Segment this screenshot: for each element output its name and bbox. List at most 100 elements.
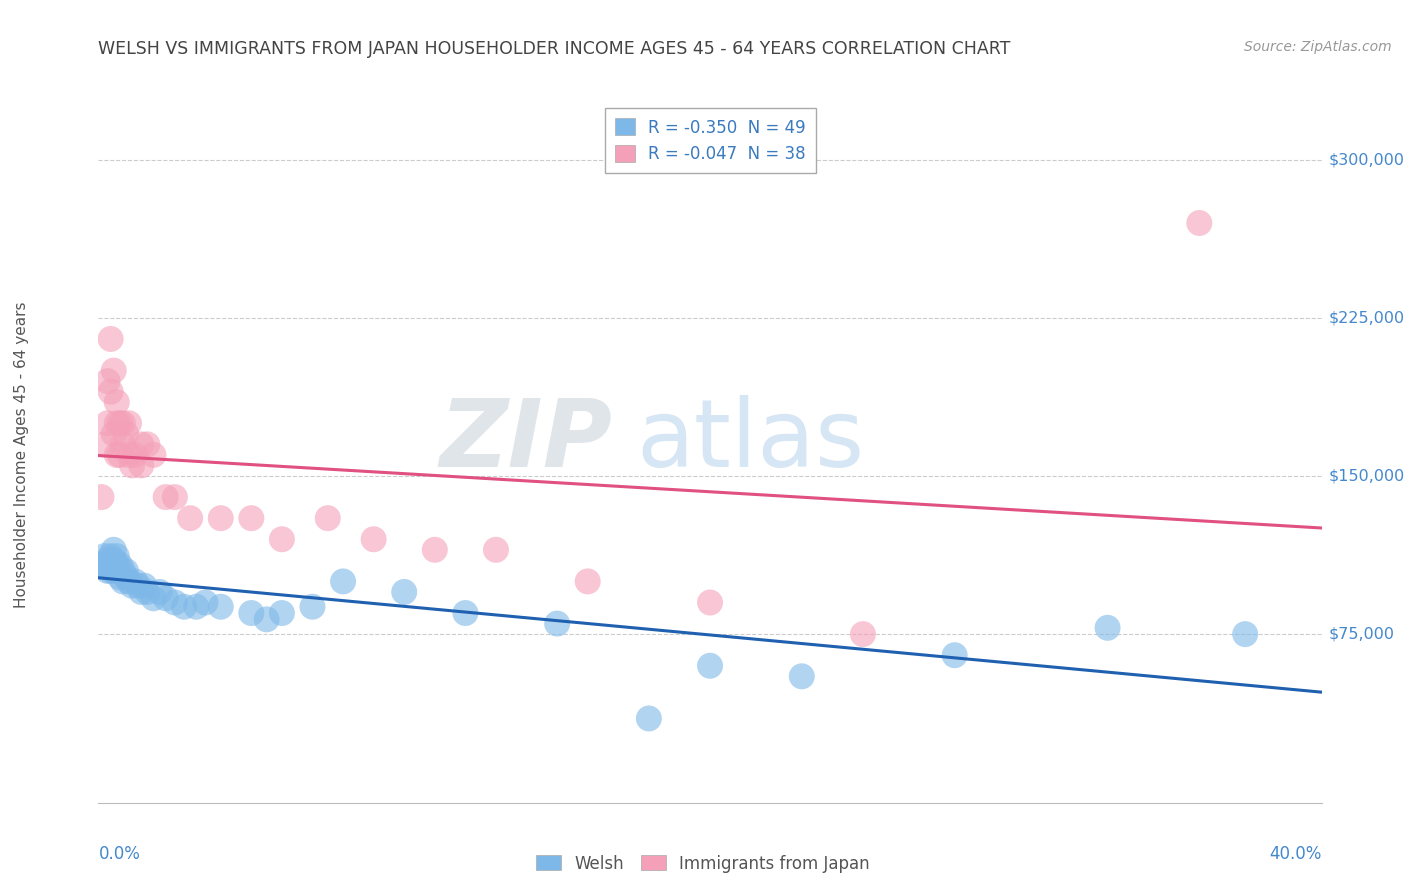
Point	[363, 533, 385, 547]
Point	[93, 558, 115, 572]
Point	[454, 606, 477, 620]
Point	[142, 448, 165, 462]
Point	[105, 549, 128, 563]
Point	[943, 648, 966, 663]
Text: $150,000: $150,000	[1329, 468, 1405, 483]
Text: WELSH VS IMMIGRANTS FROM JAPAN HOUSEHOLDER INCOME AGES 45 - 64 YEARS CORRELATION: WELSH VS IMMIGRANTS FROM JAPAN HOUSEHOLD…	[98, 40, 1011, 58]
Point	[136, 437, 159, 451]
Point	[108, 417, 131, 431]
Point	[115, 564, 138, 578]
Point	[103, 553, 125, 567]
Point	[90, 558, 112, 572]
Point	[127, 579, 149, 593]
Point	[100, 384, 122, 399]
Point	[852, 627, 875, 641]
Point	[97, 564, 120, 578]
Text: 40.0%: 40.0%	[1270, 845, 1322, 863]
Point	[103, 363, 125, 377]
Point	[103, 542, 125, 557]
Point	[790, 669, 813, 683]
Point	[100, 549, 122, 563]
Point	[332, 574, 354, 589]
Point	[270, 606, 292, 620]
Point	[97, 553, 120, 567]
Point	[136, 585, 159, 599]
Point	[209, 599, 232, 614]
Point	[699, 595, 721, 609]
Point	[108, 570, 131, 584]
Point	[111, 437, 134, 451]
Point	[115, 570, 138, 584]
Point	[129, 585, 152, 599]
Point	[124, 448, 146, 462]
Point	[186, 599, 208, 614]
Point	[105, 395, 128, 409]
Point	[637, 711, 661, 725]
Point	[1097, 621, 1119, 635]
Point	[576, 574, 599, 589]
Point	[105, 448, 128, 462]
Text: atlas: atlas	[637, 395, 865, 487]
Text: ZIP: ZIP	[439, 395, 612, 487]
Point	[97, 417, 120, 431]
Legend: Welsh, Immigrants from Japan: Welsh, Immigrants from Japan	[530, 848, 876, 880]
Text: $75,000: $75,000	[1329, 627, 1395, 641]
Point	[105, 417, 128, 431]
Point	[155, 490, 177, 504]
Point	[240, 606, 263, 620]
Point	[118, 448, 141, 462]
Point	[108, 448, 131, 462]
Point	[111, 564, 134, 578]
Text: $225,000: $225,000	[1329, 310, 1405, 326]
Point	[155, 591, 177, 606]
Legend: R = -0.350  N = 49, R = -0.047  N = 38: R = -0.350 N = 49, R = -0.047 N = 38	[605, 109, 815, 173]
Point	[90, 490, 112, 504]
Point	[179, 511, 201, 525]
Point	[121, 458, 143, 473]
Point	[121, 579, 143, 593]
Text: Source: ZipAtlas.com: Source: ZipAtlas.com	[1244, 40, 1392, 54]
Point	[1188, 216, 1211, 230]
Point	[240, 511, 263, 525]
Point	[105, 558, 128, 572]
Point	[103, 426, 125, 441]
Point	[546, 616, 568, 631]
Point	[163, 595, 186, 609]
Point	[97, 374, 120, 388]
Point	[93, 437, 115, 451]
Point	[118, 574, 141, 589]
Point	[105, 564, 128, 578]
Point	[124, 574, 146, 589]
Point	[163, 490, 186, 504]
Point	[301, 599, 323, 614]
Point	[111, 574, 134, 589]
Text: $300,000: $300,000	[1329, 153, 1405, 167]
Point	[103, 564, 125, 578]
Point	[209, 511, 232, 525]
Point	[118, 417, 141, 431]
Point	[142, 591, 165, 606]
Point	[108, 558, 131, 572]
Point	[100, 332, 122, 346]
Point	[129, 458, 152, 473]
Point	[423, 542, 446, 557]
Point	[129, 437, 152, 451]
Point	[97, 558, 120, 572]
Point	[392, 585, 416, 599]
Point	[93, 549, 115, 563]
Point	[194, 595, 217, 609]
Point	[100, 564, 122, 578]
Point	[316, 511, 339, 525]
Point	[1234, 627, 1257, 641]
Point	[485, 542, 508, 557]
Point	[270, 533, 292, 547]
Point	[134, 579, 156, 593]
Point	[256, 612, 278, 626]
Text: Householder Income Ages 45 - 64 years: Householder Income Ages 45 - 64 years	[14, 301, 28, 608]
Point	[149, 585, 172, 599]
Point	[115, 426, 138, 441]
Point	[699, 658, 721, 673]
Point	[173, 599, 195, 614]
Text: 0.0%: 0.0%	[98, 845, 141, 863]
Point	[111, 417, 134, 431]
